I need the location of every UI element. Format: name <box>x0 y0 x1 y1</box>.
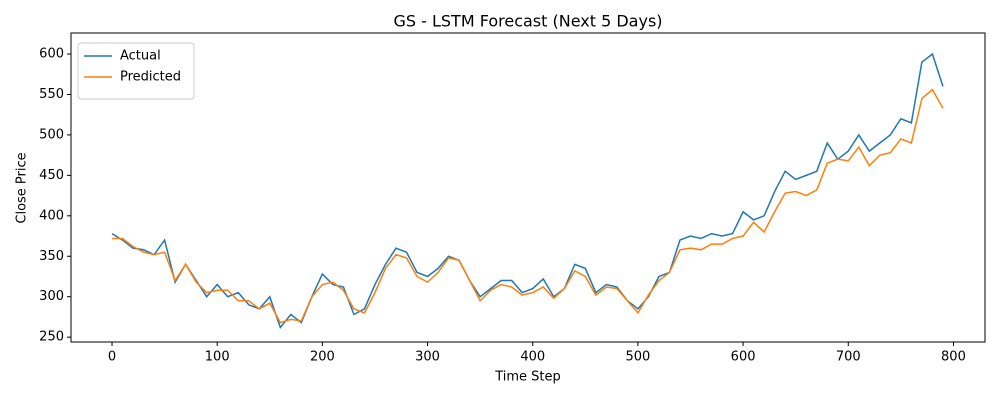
chart-title: GS - LSTM Forecast (Next 5 Days) <box>393 12 662 31</box>
plot-frame <box>70 32 986 343</box>
x-tick-label: 400 <box>520 350 545 365</box>
x-tick-label: 700 <box>836 350 861 365</box>
x-axis-label: Time Step <box>494 370 561 385</box>
x-tick-label: 300 <box>415 350 440 365</box>
y-tick-label: 500 <box>39 127 64 142</box>
y-tick-label: 400 <box>39 208 64 223</box>
x-tick-label: 500 <box>625 350 650 365</box>
legend-box <box>77 42 195 100</box>
x-tick-label: 200 <box>310 350 335 365</box>
data-line <box>111 52 944 329</box>
x-tick-label: 0 <box>108 350 116 365</box>
y-tick-label: 550 <box>39 87 64 102</box>
legend-label: Actual <box>120 49 161 64</box>
y-tick-label: 350 <box>39 249 64 264</box>
x-tick-label: 600 <box>731 350 756 365</box>
data-line <box>112 88 944 324</box>
x-tick-label: 100 <box>205 350 230 365</box>
y-tick-label: 300 <box>39 289 64 304</box>
x-tick-label: 800 <box>941 350 966 365</box>
legend-label: Predicted <box>120 70 181 85</box>
y-axis-label: Close Price <box>15 152 30 223</box>
y-tick-label: 450 <box>39 168 64 183</box>
y-tick-label: 250 <box>39 330 64 345</box>
y-tick-label: 600 <box>39 47 64 62</box>
